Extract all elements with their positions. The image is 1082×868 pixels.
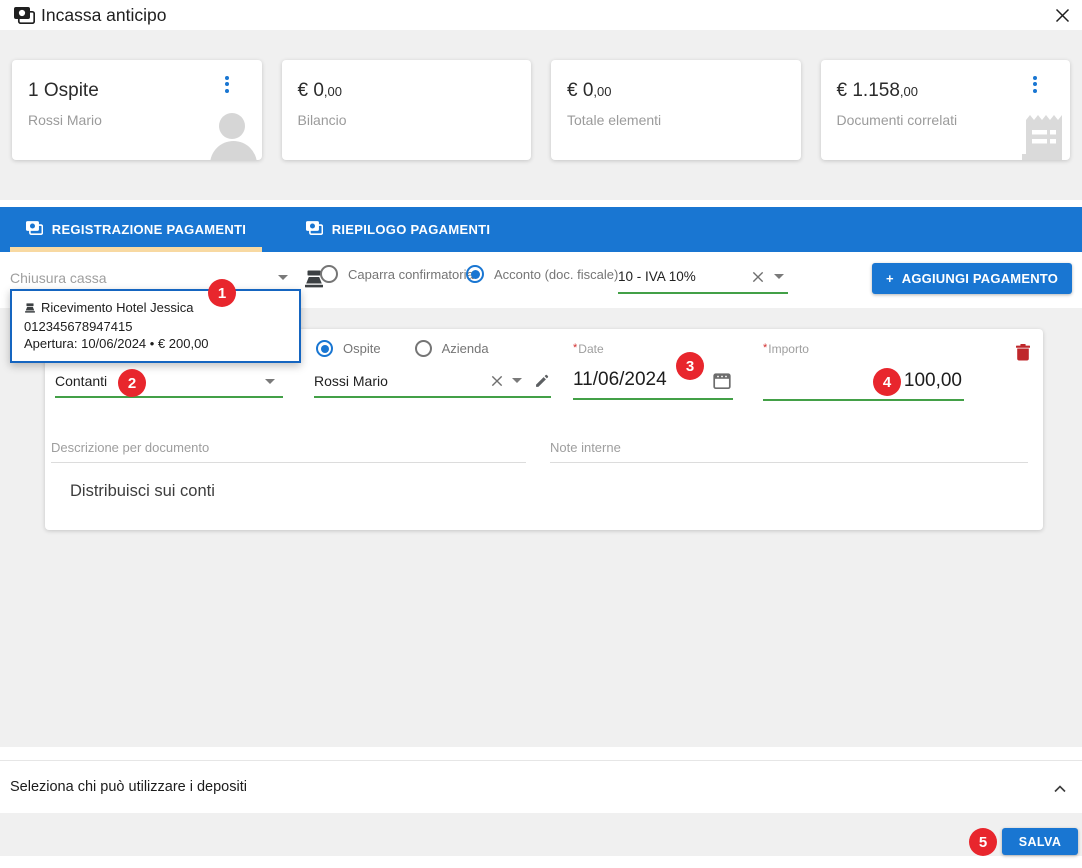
payment-method-select[interactable]: Contanti	[55, 366, 283, 398]
dialog-header: Incassa anticipo	[0, 0, 1082, 30]
document-description-input[interactable]: Descrizione per documento	[51, 432, 526, 463]
clear-icon	[752, 271, 764, 282]
deposits-panel-header[interactable]: Seleziona chi può utilizzare i depositi	[0, 760, 1082, 813]
radio-azienda[interactable]	[414, 340, 432, 357]
pencil-icon	[536, 374, 549, 387]
payer-value: Rossi Mario	[314, 372, 388, 389]
internal-notes-input[interactable]: Note interne	[550, 432, 1028, 463]
internal-notes-placeholder: Note interne	[550, 440, 621, 455]
amount-label: Importo	[768, 342, 809, 356]
payments-icon	[305, 221, 323, 238]
register-code: 012345678947415	[24, 318, 133, 334]
related-documents-card: € 1.158,00 Documenti correlati	[820, 60, 1070, 160]
radio-acconto-doc-fiscale[interactable]: Acconto (doc. fiscale)	[466, 265, 618, 283]
step-badge-3: 3	[676, 352, 704, 380]
collapse-panel-button[interactable]	[1049, 777, 1071, 799]
add-payment-button[interactable]: + AGGIUNGI PAGAMENTO	[872, 263, 1072, 294]
dialog-footer: SALVA	[0, 813, 1082, 856]
amount-field[interactable]: *Importo 100,00	[763, 340, 964, 401]
related-documents-label: Documenti correlati	[836, 112, 958, 128]
save-button[interactable]: SALVA	[1002, 828, 1078, 855]
register-name: Ricevimento Hotel Jessica	[41, 300, 194, 315]
deposits-panel-label: Seleziona chi può utilizzare i depositi	[10, 779, 247, 795]
tab-riepilogo-pagamenti[interactable]: RIEPILOGO PAGAMENTI	[262, 207, 534, 252]
close-icon	[1055, 8, 1069, 22]
distribute-on-accounts[interactable]: Distribuisci sui conti	[70, 482, 215, 500]
items-total-card: € 0,00 Totale elementi	[551, 60, 801, 160]
clear-vat-button[interactable]	[751, 270, 765, 284]
payments-tabbar: REGISTRAZIONE PAGAMENTI RIEPILOGO PAGAME…	[0, 207, 1082, 252]
radio-caparra-confirmatoria[interactable]: Caparra confirmatoria	[320, 265, 474, 283]
chevron-up-icon	[1054, 784, 1066, 792]
step-badge-4: 4	[873, 368, 901, 396]
close-button[interactable]	[1049, 2, 1075, 28]
active-tab-indicator	[10, 247, 262, 252]
radio-selected-icon	[466, 265, 484, 283]
summary-cards: 1 Ospite Rossi Mario € 0,00 Bilancio € 0…	[12, 60, 1070, 160]
chevron-down-icon	[278, 275, 288, 280]
payer-select[interactable]: Rossi Mario	[314, 365, 551, 398]
summary-cards-band: 1 Ospite Rossi Mario € 0,00 Bilancio € 0…	[0, 30, 1082, 200]
vat-select[interactable]: 10 - IVA 10%	[618, 261, 788, 294]
date-field[interactable]: *Date 11/06/2024	[573, 340, 733, 400]
payments-icon	[25, 221, 43, 238]
clear-payer-button[interactable]	[490, 374, 504, 388]
radio-azienda-label: Azienda	[441, 341, 489, 356]
amount-value: 100,00	[903, 370, 962, 391]
cash-register-icon	[25, 302, 35, 313]
date-value: 11/06/2024	[573, 369, 667, 390]
chevron-down-icon	[512, 378, 522, 383]
cash-register-option[interactable]: Ricevimento Hotel Jessica 01234567894741…	[10, 289, 301, 363]
guest-avatar-icon	[218, 113, 245, 139]
dialog-title: Incassa anticipo	[41, 5, 167, 25]
tab-label: REGISTRAZIONE PAGAMENTI	[51, 222, 247, 237]
radio-ospite[interactable]	[316, 340, 333, 357]
step-badge-2: 2	[118, 369, 146, 397]
radio-ospite-label: Ospite	[343, 341, 381, 356]
guest-count: 1 Ospite	[28, 80, 99, 101]
items-total-label: Totale elementi	[567, 112, 662, 128]
deposits-section-band: Seleziona chi può utilizzare i depositi	[0, 747, 1082, 813]
balance-label: Bilancio	[297, 112, 347, 128]
vat-value: 10 - IVA 10%	[618, 269, 696, 284]
register-opening: Apertura: 10/06/2024 • € 200,00	[24, 336, 209, 351]
kebab-icon	[224, 75, 229, 80]
document-description-placeholder: Descrizione per documento	[51, 440, 210, 455]
edit-payer-button[interactable]	[534, 372, 551, 389]
cash-register-icon	[305, 270, 323, 288]
delete-icon	[1016, 343, 1030, 360]
guest-card: 1 Ospite Rossi Mario	[12, 60, 262, 160]
chevron-down-icon	[265, 378, 275, 384]
payments-icon	[14, 7, 36, 25]
plus-icon: +	[885, 271, 894, 286]
guest-card-menu-button[interactable]	[216, 70, 238, 98]
open-calendar-button[interactable]	[713, 372, 731, 390]
cash-register-placeholder: Chiusura cassa	[10, 269, 107, 286]
balance-value: € 0	[297, 80, 324, 101]
tab-registrazione-pagamenti[interactable]: REGISTRAZIONE PAGAMENTI	[10, 207, 262, 252]
payment-method-value: Contanti	[55, 373, 108, 389]
items-total-value: € 0	[567, 80, 594, 101]
guest-name: Rossi Mario	[28, 112, 102, 128]
step-badge-5: 5	[969, 828, 997, 856]
documents-card-menu-button[interactable]	[1024, 70, 1046, 98]
guest-avatar-icon	[209, 141, 257, 160]
clear-icon	[491, 375, 503, 386]
balance-card: € 0,00 Bilancio	[281, 60, 531, 160]
calendar-icon	[713, 373, 731, 390]
tab-label: RIEPILOGO PAGAMENTI	[331, 222, 491, 237]
chevron-down-icon	[774, 274, 784, 279]
radio-icon	[320, 265, 338, 283]
payer-type-radios: Ospite Azienda	[316, 340, 489, 357]
step-badge-1: 1	[208, 279, 236, 307]
delete-payment-button[interactable]	[1011, 341, 1035, 363]
date-label: Date	[578, 342, 604, 356]
kebab-icon	[1033, 75, 1037, 80]
related-documents-value: € 1.158	[836, 80, 900, 101]
receipt-icon	[1022, 110, 1066, 160]
cash-register-button[interactable]	[302, 267, 326, 291]
